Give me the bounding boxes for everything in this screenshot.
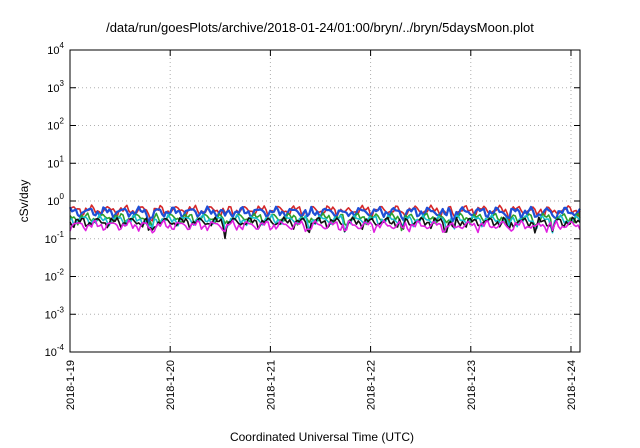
- series-line: [69, 216, 581, 240]
- y-tick-label: 10-2: [45, 268, 65, 284]
- grid: [70, 50, 580, 352]
- y-tick-label: 104: [47, 41, 64, 57]
- y-tick-label: 103: [47, 79, 64, 95]
- y-tick-label: 10-3: [45, 305, 65, 321]
- y-axis-label: cSv/day: [17, 180, 31, 223]
- series-line: [69, 212, 581, 233]
- y-axis: 10-4 10-3 10-2 10-1 100 101 102 103 104: [45, 41, 580, 359]
- x-tick-label: 2018-1-21: [265, 360, 277, 410]
- y-tick-label: 10-4: [45, 343, 65, 359]
- x-tick-label: 2018-1-23: [466, 360, 478, 410]
- x-axis: 2018-1-19 2018-1-20 2018-1-21 2018-1-22 2018…: [65, 50, 578, 410]
- series-line: [69, 205, 581, 224]
- series-line: [69, 213, 581, 234]
- x-tick-label: 2018-1-22: [366, 360, 378, 410]
- y-tick-label: 100: [47, 192, 64, 208]
- x-tick-label: 2018-1-19: [65, 360, 77, 410]
- x-tick-label: 2018-1-24: [566, 360, 578, 410]
- y-tick-label: 102: [47, 117, 64, 133]
- series-line: [69, 219, 581, 234]
- x-axis-label: Coordinated Universal Time (UTC): [230, 430, 414, 444]
- y-tick-label: 101: [47, 154, 64, 170]
- series-layer: [69, 204, 581, 240]
- chart-title: /data/run/goesPlots/archive/2018-01-24/0…: [106, 20, 534, 35]
- y-tick-label: 10-1: [45, 230, 65, 246]
- x-tick-label: 2018-1-20: [165, 360, 177, 410]
